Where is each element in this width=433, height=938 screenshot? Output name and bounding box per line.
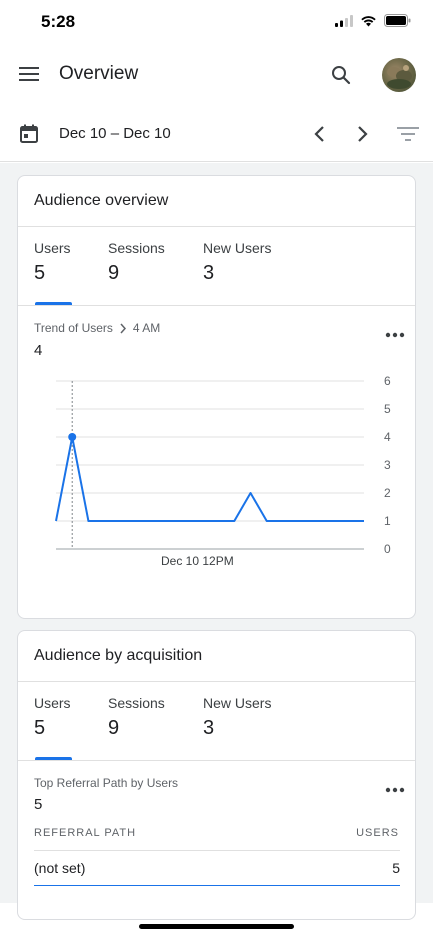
audience-overview-card: Audience overview Users 5 Sessions 9 New… <box>17 175 416 619</box>
divider <box>18 760 415 761</box>
status-icons <box>335 14 411 27</box>
metric-value: 5 <box>34 262 46 284</box>
divider <box>18 305 415 306</box>
y-tick-label: 6 <box>384 374 391 388</box>
status-bar: 5:28 <box>0 0 433 46</box>
trend-value: 4 <box>34 342 43 359</box>
y-tick-label: 1 <box>384 514 391 528</box>
metric-users[interactable]: Users 5 <box>34 240 71 285</box>
more-options-icon[interactable] <box>384 786 406 794</box>
divider <box>18 681 415 682</box>
chevron-right-icon <box>120 323 126 333</box>
metric-label: Sessions <box>108 695 165 711</box>
metric-value: 9 <box>108 262 120 284</box>
top-referral-label: Top Referral Path by Users <box>34 776 179 790</box>
table-row[interactable]: (not set) 5 <box>34 851 400 885</box>
trend-label: Trend of Users 4 AM <box>34 321 160 335</box>
audience-acquisition-card: Audience by acquisition Users 5 Sessions… <box>17 630 416 920</box>
metric-new-users[interactable]: New Users 3 <box>203 695 271 740</box>
data-point <box>68 433 77 441</box>
menu-icon[interactable] <box>19 66 39 82</box>
column-header-users: USERS <box>356 827 399 839</box>
users-trend-chart[interactable]: 6 5 4 3 2 1 0 Dec 10 12PM <box>18 371 416 581</box>
x-tick-label: Dec 10 12PM <box>161 554 234 568</box>
card-title: Audience overview <box>34 192 169 209</box>
metric-value: 3 <box>203 262 215 284</box>
y-tick-label: 0 <box>384 542 391 556</box>
home-indicator <box>139 924 294 929</box>
trend-time: 4 AM <box>132 321 161 335</box>
more-options-icon[interactable] <box>384 331 406 339</box>
page-title: Overview <box>59 63 139 84</box>
signal-icon <box>335 14 353 27</box>
metric-label: New Users <box>203 695 272 711</box>
y-tick-label: 3 <box>384 458 391 472</box>
battery-icon <box>384 14 411 27</box>
table-header-divider <box>34 850 400 851</box>
metric-label: Sessions <box>108 240 165 256</box>
top-referral-value: 5 <box>34 796 43 813</box>
date-range[interactable]: Dec 10 – Dec 10 <box>59 125 171 142</box>
column-header-referral-path: REFERRAL PATH <box>34 827 137 839</box>
y-tick-label: 4 <box>384 430 391 444</box>
trend-title: Trend of Users <box>34 321 113 335</box>
y-tick-label: 5 <box>384 402 391 416</box>
row-underline <box>34 885 400 886</box>
y-tick-label: 2 <box>384 486 391 500</box>
metric-value: 9 <box>108 717 120 739</box>
metric-new-users[interactable]: New Users 3 <box>203 240 271 285</box>
status-time: 5:28 <box>41 12 76 31</box>
metric-value: 3 <box>203 717 215 739</box>
content-area: Audience overview Users 5 Sessions 9 New… <box>0 163 433 920</box>
calendar-icon <box>20 124 38 143</box>
app-bar: Overview <box>0 46 433 104</box>
metric-label: Users <box>34 695 71 711</box>
filter-icon[interactable] <box>397 126 419 142</box>
chevron-right-icon[interactable] <box>354 124 370 144</box>
selected-metric-indicator <box>35 302 72 305</box>
card-title: Audience by acquisition <box>34 647 203 664</box>
metric-users[interactable]: Users 5 <box>34 695 71 740</box>
metric-sessions[interactable]: Sessions 9 <box>108 240 165 285</box>
referral-path-cell: (not set) <box>34 860 86 876</box>
selected-metric-indicator <box>35 757 72 760</box>
date-bar: Dec 10 – Dec 10 <box>0 104 433 162</box>
metric-label: Users <box>34 240 71 256</box>
avatar[interactable] <box>382 58 416 92</box>
wifi-icon <box>361 15 376 26</box>
metric-sessions[interactable]: Sessions 9 <box>108 695 165 740</box>
users-cell: 5 <box>392 860 400 876</box>
chevron-left-icon[interactable] <box>312 124 328 144</box>
divider <box>18 226 415 227</box>
series-line <box>55 436 364 522</box>
metric-value: 5 <box>34 717 46 739</box>
metric-label: New Users <box>203 240 272 256</box>
search-icon[interactable] <box>330 64 352 86</box>
